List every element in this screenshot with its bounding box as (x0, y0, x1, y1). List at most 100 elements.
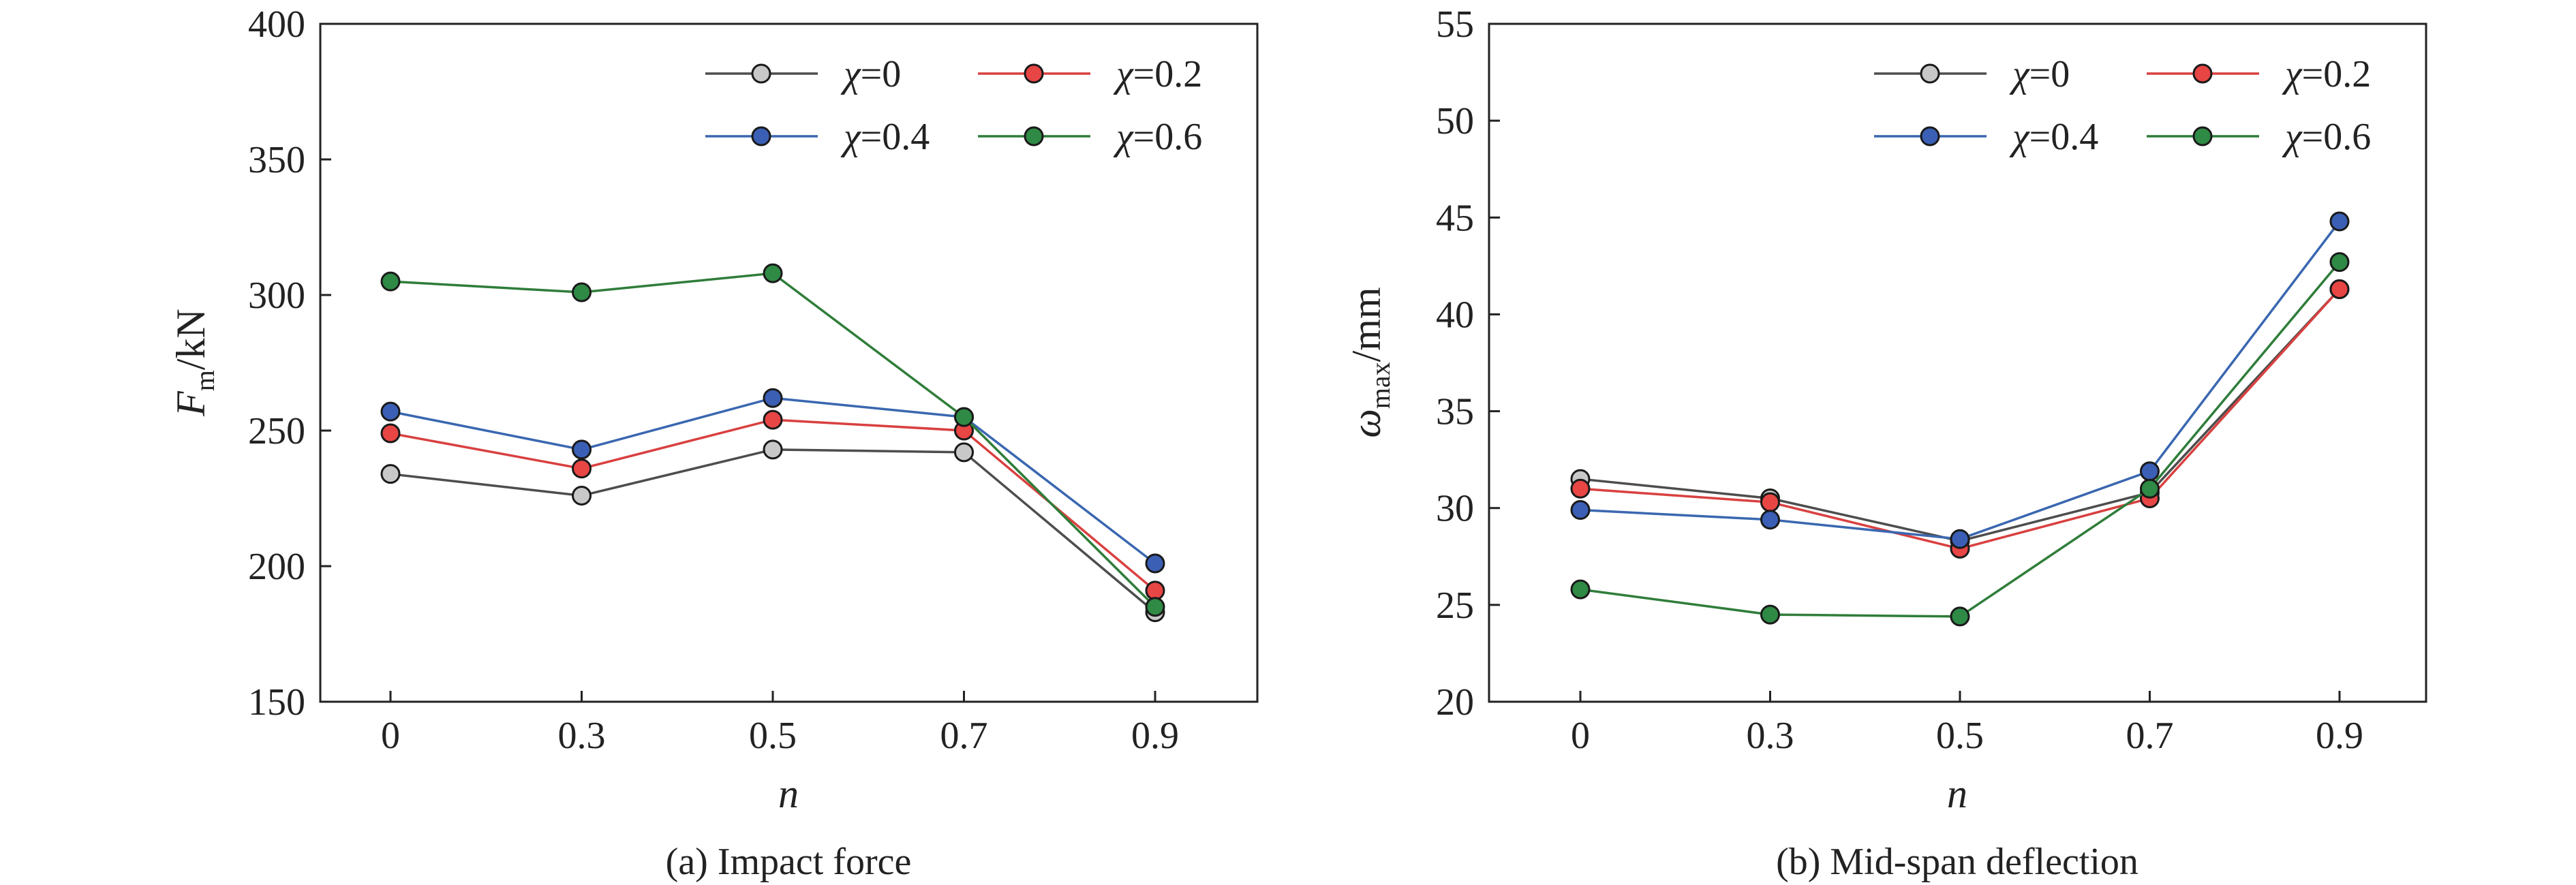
x-tick-label: 0.9 (2316, 715, 2363, 757)
panel-b-x-ticks: 0 0.3 0.5 0.7 0.9 (1571, 691, 2363, 757)
panel-a-impact-force: 150 200 250 300 350 400 0 0.3 0.5 0.7 0.9 Fm/kN n… (168, 3, 1259, 883)
panel-a-legend-item-chi-0-6: χ=0.6 (978, 116, 1202, 158)
panel-b-legend-item-chi-0-6: χ=0.6 (2147, 116, 2371, 158)
x-tick-label: 0.5 (749, 715, 797, 757)
x-tick-label: 0.3 (1747, 715, 1794, 757)
data-point-chi-0 (572, 486, 592, 506)
panel-a-x-axis-title: n (778, 771, 799, 816)
data-point-chi-0-6 (1145, 597, 1165, 617)
data-point-chi-0-4 (380, 401, 401, 422)
y-tick-label: 25 (1436, 585, 1474, 627)
data-point-chi-0-4 (2140, 461, 2160, 482)
x-tick-label: 0.3 (558, 715, 606, 757)
panel-b-legend: χ=0 χ=0.2 χ=0.4 χ=0.6 (1874, 53, 2371, 158)
legend-marker (1024, 126, 1044, 146)
y-tick-label: 400 (248, 3, 305, 46)
panel-a-y-axis-unit: /kN (168, 309, 213, 370)
y-tick-label: 250 (248, 410, 305, 452)
panel-a-y-axis-title: Fm/kN (168, 309, 220, 417)
panel-b-mid-span-deflection: 20 25 30 35 40 45 50 55 0 0.3 0.5 0.7 0.9 ωmax/mm n… (1344, 3, 2427, 883)
panel-a-y-axis-symbol: F (168, 390, 213, 417)
data-point-chi-0-4 (1570, 500, 1591, 521)
x-tick-label: 0.5 (1936, 715, 1984, 757)
data-point-chi-0-4 (572, 439, 592, 460)
panel-a-x-ticks: 0 0.3 0.5 0.7 0.9 (381, 691, 1179, 757)
data-point-chi-0-2 (1570, 478, 1591, 499)
legend-marker (1920, 63, 1940, 84)
legend-marker (751, 63, 771, 84)
data-point-chi-0-6 (572, 282, 592, 302)
legend-marker (751, 126, 771, 146)
data-point-chi-0-4 (1950, 529, 1970, 549)
panel-b-y-axis-unit: /mm (1344, 287, 1389, 362)
x-tick-label: 0 (381, 715, 400, 757)
y-tick-label: 350 (248, 139, 305, 181)
data-point-chi-0-2 (763, 409, 783, 430)
data-point-chi-0-6 (1760, 604, 1780, 625)
panel-a-y-ticks: 150 200 250 300 350 400 (248, 3, 331, 724)
data-point-chi-0-4 (1760, 510, 1780, 530)
legend-label: χ=0.2 (2282, 53, 2371, 95)
panel-b-legend-item-chi-0: χ=0 (1874, 53, 2070, 95)
panel-b-y-axis-subscript: max (1365, 362, 1396, 409)
data-point-chi-0-2 (380, 423, 401, 444)
panel-b-legend-item-chi-0-4: χ=0.4 (1874, 116, 2098, 158)
data-point-chi-0-2 (2329, 279, 2350, 299)
legend-label: χ=0.4 (2009, 116, 2098, 158)
y-tick-label: 35 (1436, 391, 1474, 433)
legend-label: χ=0.6 (2282, 116, 2371, 158)
y-tick-label: 55 (1436, 3, 1474, 46)
series-line-chi-0-6 (1580, 261, 2341, 618)
legend-label: χ=0.6 (1113, 116, 1202, 158)
x-tick-label: 0.7 (940, 715, 988, 757)
panel-b-y-ticks: 20 25 30 35 40 45 50 55 (1436, 3, 1500, 724)
legend-label: χ=0.2 (1113, 53, 1202, 95)
data-point-chi-0-2 (572, 459, 592, 479)
legend-label: χ=0 (840, 53, 901, 95)
panel-b-x-axis-title: n (1947, 771, 1967, 816)
data-point-chi-0-6 (1950, 606, 1970, 627)
data-point-chi-0-6 (763, 263, 783, 283)
data-point-chi-0-4 (763, 388, 783, 408)
panel-a-series (380, 263, 1165, 623)
series-line-chi-0-2 (1580, 288, 2341, 550)
panel-a-legend: χ=0 χ=0.2 χ=0.4 χ=0.6 (705, 53, 1202, 158)
data-point-chi-0-4 (1145, 553, 1165, 574)
data-point-chi-0-6 (1570, 579, 1591, 600)
x-tick-label: 0.9 (1131, 715, 1179, 757)
data-point-chi-0-6 (2140, 478, 2160, 499)
panel-a-plot-frame (319, 22, 1259, 703)
panel-a-legend-item-chi-0-4: χ=0.4 (705, 116, 930, 158)
panel-a-legend-item-chi-0: χ=0 (705, 53, 901, 95)
x-tick-label: 0.7 (2126, 715, 2174, 757)
legend-label: χ=0 (2009, 53, 2070, 95)
y-tick-label: 200 (248, 546, 305, 588)
y-tick-label: 30 (1436, 488, 1474, 530)
x-tick-label: 0 (1571, 715, 1590, 757)
legend-marker (1920, 126, 1940, 146)
legend-label: χ=0.4 (840, 116, 930, 158)
data-point-chi-0 (380, 464, 401, 484)
y-tick-label: 45 (1436, 197, 1474, 239)
y-tick-label: 50 (1436, 100, 1474, 142)
panel-b-plot-frame (1488, 22, 2427, 703)
panel-b-y-axis-title: ωmax/mm (1344, 287, 1396, 437)
panel-b-caption: (b) Mid-span deflection (1776, 841, 2138, 883)
panel-a-y-axis-subscript: m (189, 370, 220, 391)
data-point-chi-0 (954, 442, 974, 463)
y-tick-label: 300 (248, 275, 305, 317)
y-tick-label: 150 (248, 681, 305, 724)
legend-marker (2192, 63, 2213, 84)
legend-marker (1024, 63, 1044, 84)
y-tick-label: 40 (1436, 294, 1474, 336)
series-line-chi-0 (390, 448, 1156, 614)
data-point-chi-0-6 (380, 271, 401, 292)
data-point-chi-0-6 (954, 407, 974, 427)
legend-marker (2192, 126, 2213, 146)
panel-b-legend-item-chi-0-2: χ=0.2 (2147, 53, 2371, 95)
panel-b-y-axis-symbol: ω (1344, 409, 1389, 437)
data-point-chi-0-2 (1145, 580, 1165, 601)
data-point-chi-0-6 (2329, 252, 2350, 273)
panel-a-legend-item-chi-0-2: χ=0.2 (978, 53, 1202, 95)
